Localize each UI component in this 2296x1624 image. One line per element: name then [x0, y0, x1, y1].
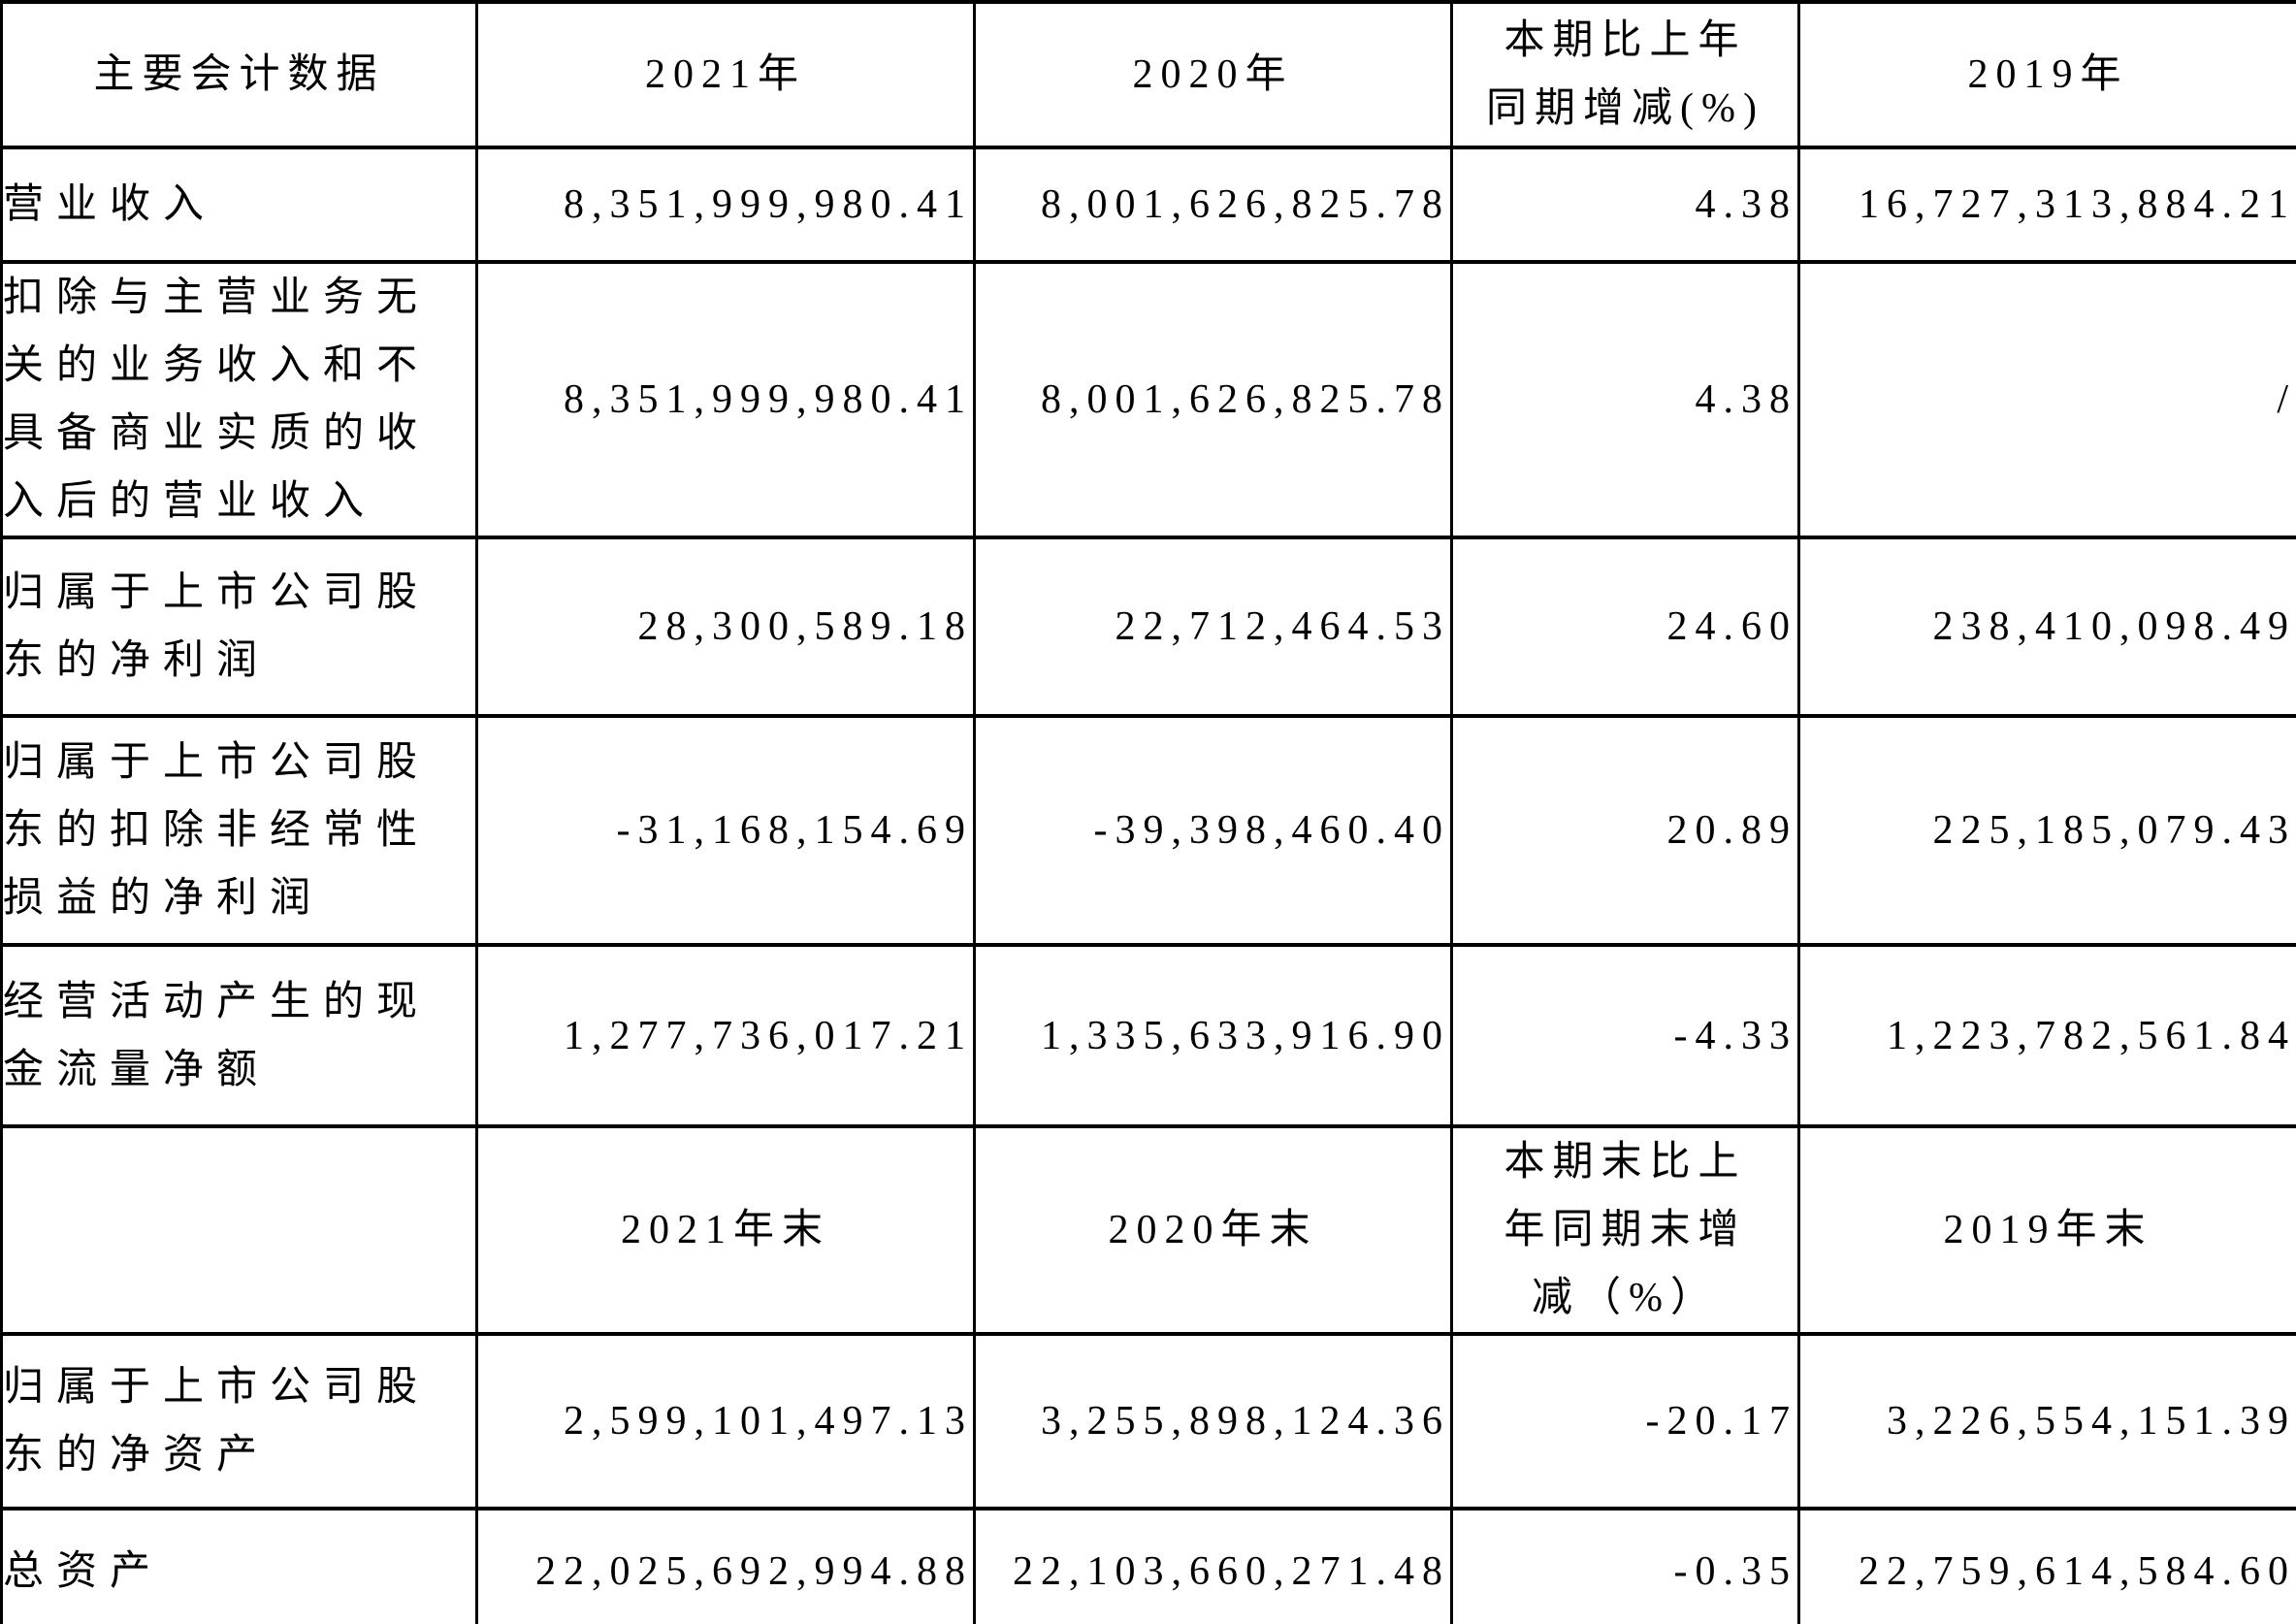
value-2020: 22,103,660,271.48 — [973, 1507, 1453, 1624]
header-2020-end: 2020年末 — [973, 1124, 1453, 1336]
value-2020: 8,001,626,825.78 — [973, 260, 1453, 539]
row-operating-revenue: 营业收入 8,351,999,980.41 8,001,626,825.78 4… — [0, 146, 2296, 264]
header-end-change-pct: 本期末比上 年同期末增 减（%） — [1450, 1124, 1800, 1336]
metric-label: 总资产 — [0, 1507, 478, 1624]
row-net-profit-excl-nonrecurring: 归属于上市公司股 东的扣除非经常性 损益的净利润 -31,168,154.69 … — [0, 714, 2296, 947]
row-net-assets-attributable: 归属于上市公司股 东的净资产 2,599,101,497.13 3,255,89… — [0, 1332, 2296, 1510]
metric-label: 归属于上市公司股 东的净利润 — [0, 536, 478, 718]
row-net-profit-attributable: 归属于上市公司股 东的净利润 28,300,589.18 22,712,464.… — [0, 536, 2296, 718]
metric-label: 经营活动产生的现 金流量净额 — [0, 943, 478, 1128]
row-total-assets: 总资产 22,025,692,994.88 22,103,660,271.48 … — [0, 1507, 2296, 1624]
header-row-annual: 主要会计数据 2021年 2020年 本期比上年 同期增减(%) 2019年 — [0, 0, 2296, 149]
value-2020: 1,335,633,916.90 — [973, 943, 1453, 1128]
header-change-pct: 本期比上年 同期增减(%) — [1450, 0, 1800, 149]
row-operating-cash-flow: 经营活动产生的现 金流量净额 1,277,736,017.21 1,335,63… — [0, 943, 2296, 1128]
value-2019: / — [1797, 260, 2296, 539]
value-2021: 22,025,692,994.88 — [475, 1507, 976, 1624]
value-2019: 16,727,313,884.21 — [1797, 146, 2296, 264]
header-2021: 2021年 — [475, 0, 976, 149]
header-empty — [0, 1124, 478, 1336]
value-2021: 1,277,736,017.21 — [475, 943, 976, 1128]
value-change-pct: -20.17 — [1450, 1332, 1800, 1510]
value-2021: 8,351,999,980.41 — [475, 260, 976, 539]
value-change-pct: -0.35 — [1450, 1507, 1800, 1624]
metric-label: 归属于上市公司股 东的扣除非经常性 损益的净利润 — [0, 714, 478, 947]
value-2019: 238,410,098.49 — [1797, 536, 2296, 718]
value-2020: -39,398,460.40 — [973, 714, 1453, 947]
value-change-pct: 20.89 — [1450, 714, 1800, 947]
value-change-pct: 24.60 — [1450, 536, 1800, 718]
header-2020: 2020年 — [973, 0, 1453, 149]
value-2021: 28,300,589.18 — [475, 536, 976, 718]
header-2019: 2019年 — [1797, 0, 2296, 149]
value-2020: 8,001,626,825.78 — [973, 146, 1453, 264]
metric-label: 扣除与主营业务无 关的业务收入和不 具备商业实质的收 入后的营业收入 — [0, 260, 478, 539]
header-2021-end: 2021年末 — [475, 1124, 976, 1336]
value-2019: 22,759,614,584.60 — [1797, 1507, 2296, 1624]
value-2020: 22,712,464.53 — [973, 536, 1453, 718]
value-change-pct: 4.38 — [1450, 260, 1800, 539]
value-change-pct: -4.33 — [1450, 943, 1800, 1128]
metric-label: 归属于上市公司股 东的净资产 — [0, 1332, 478, 1510]
value-change-pct: 4.38 — [1450, 146, 1800, 264]
metric-label: 营业收入 — [0, 146, 478, 264]
value-2021: 2,599,101,497.13 — [475, 1332, 976, 1510]
value-2019: 225,185,079.43 — [1797, 714, 2296, 947]
header-row-period-end: 2021年末 2020年末 本期末比上 年同期末增 减（%） 2019年末 — [0, 1124, 2296, 1336]
value-2021: 8,351,999,980.41 — [475, 146, 976, 264]
value-2020: 3,255,898,124.36 — [973, 1332, 1453, 1510]
row-adjusted-revenue: 扣除与主营业务无 关的业务收入和不 具备商业实质的收 入后的营业收入 8,351… — [0, 260, 2296, 539]
value-2019: 3,226,554,151.39 — [1797, 1332, 2296, 1510]
header-2019-end: 2019年末 — [1797, 1124, 2296, 1336]
value-2021: -31,168,154.69 — [475, 714, 976, 947]
header-metric: 主要会计数据 — [0, 0, 478, 149]
value-2019: 1,223,782,561.84 — [1797, 943, 2296, 1128]
